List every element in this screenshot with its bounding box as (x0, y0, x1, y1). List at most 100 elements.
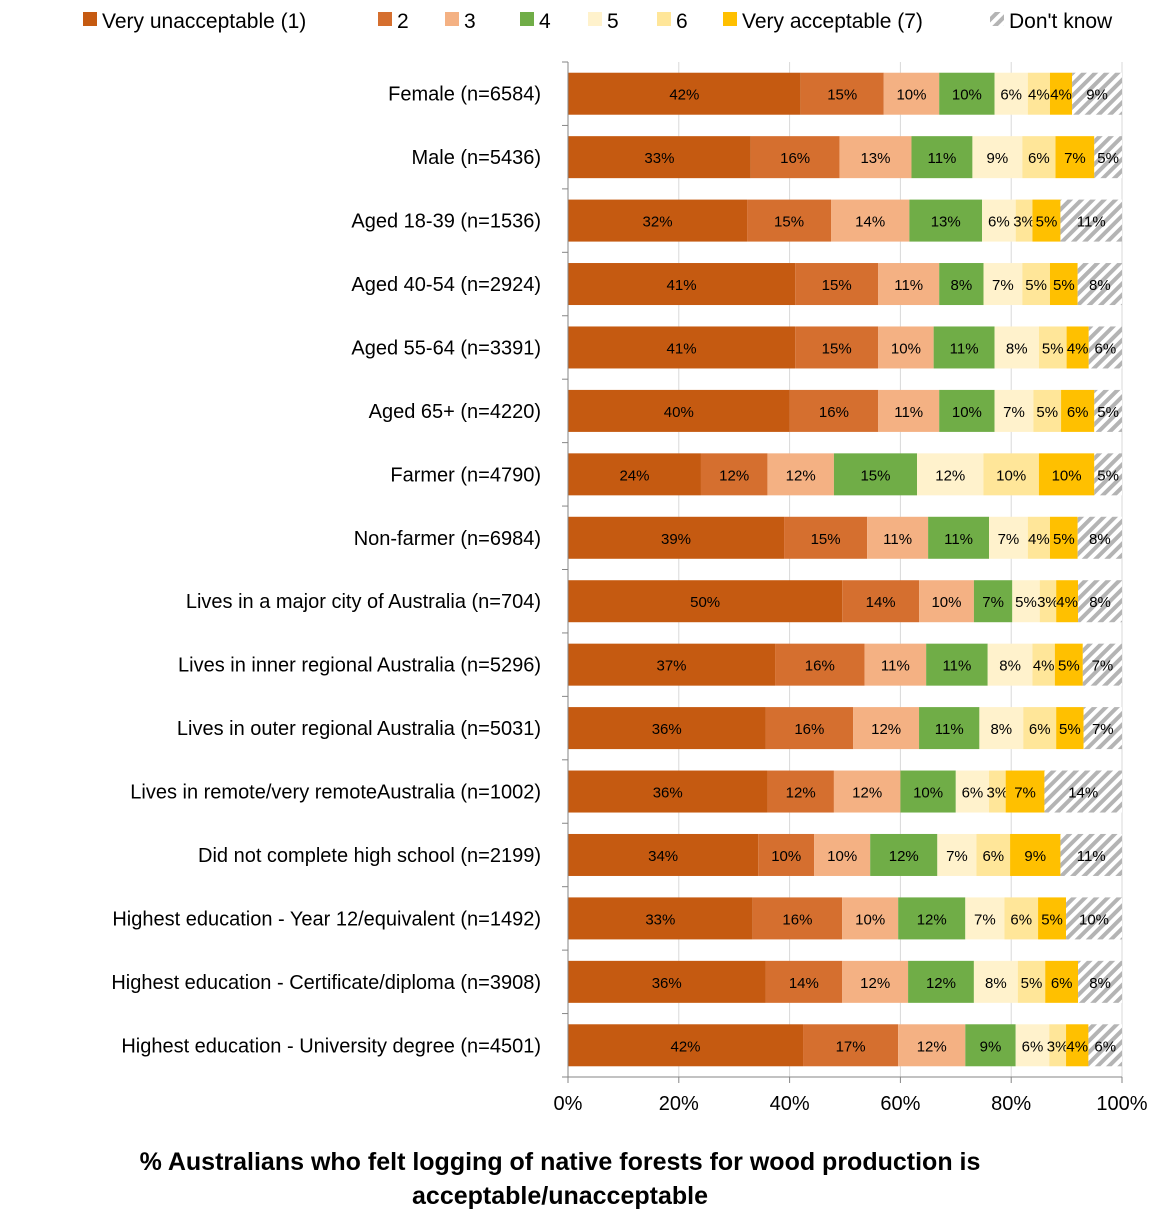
bar-segment (1005, 770, 1045, 813)
data-label: 11% (1077, 848, 1106, 865)
data-label: 8% (1089, 975, 1111, 992)
legend: Very unacceptable (1) 2 3 4 5 6 Very acceptabl… (83, 10, 1113, 33)
data-label: 11% (894, 404, 923, 421)
data-label: 16% (794, 721, 824, 738)
data-label: 7% (982, 594, 1004, 611)
data-label: 10% (952, 404, 982, 421)
bar-segment (955, 770, 990, 813)
data-label: 5% (1036, 404, 1058, 421)
bar-segment (939, 389, 995, 432)
data-label: 15% (822, 277, 852, 294)
data-label: 11% (927, 150, 956, 167)
data-label: 14% (1068, 785, 1098, 802)
bar-segment (919, 707, 980, 750)
bar-segment (839, 136, 912, 179)
category-label: Aged 55-64 (n=3391) (351, 337, 541, 359)
bar-segment (700, 453, 768, 496)
data-label: 7% (1064, 150, 1086, 167)
data-label: 12% (917, 1038, 947, 1055)
bar-segment (789, 389, 879, 432)
bar-segment (1060, 833, 1122, 876)
bar-segment (568, 580, 843, 623)
data-label: 36% (652, 975, 682, 992)
data-label: 8% (1006, 340, 1028, 357)
bar-segment (982, 199, 1016, 242)
bar-segment (1012, 580, 1040, 623)
data-label: 10% (1079, 911, 1109, 928)
bar-segment (878, 326, 934, 369)
bar-segment (1038, 326, 1067, 369)
data-label: 11% (950, 340, 979, 357)
category-label: Lives in inner regional Australia (n=529… (178, 655, 541, 677)
data-label: 8% (950, 277, 972, 294)
bar-segment (933, 326, 995, 369)
bar-segment (983, 263, 1023, 306)
bar-segment (1049, 72, 1073, 115)
data-label: 50% (690, 594, 720, 611)
bar-segment (758, 833, 815, 876)
data-label: 16% (780, 150, 810, 167)
data-label: 16% (805, 658, 835, 675)
bar-segment (1032, 199, 1061, 242)
data-label: 8% (999, 658, 1021, 675)
data-label: 17% (836, 1038, 866, 1055)
bar-segment (1082, 643, 1122, 686)
bar-segment (1077, 263, 1122, 306)
data-label: 12% (935, 467, 965, 484)
data-label: 12% (917, 911, 947, 928)
data-label: 24% (619, 467, 649, 484)
legend-label: Don't know (1009, 10, 1113, 33)
bar-segment (1027, 72, 1050, 115)
bar-segment (864, 643, 927, 686)
bar-segment (928, 516, 990, 559)
x-tick-label: 40% (770, 1093, 810, 1115)
data-label: 8% (985, 975, 1007, 992)
data-label: 5% (1036, 214, 1058, 231)
data-label: 12% (786, 785, 816, 802)
data-label: 14% (855, 214, 885, 231)
bar-segment (883, 72, 940, 115)
legend-swatch (588, 12, 602, 26)
data-label: 10% (952, 87, 982, 104)
legend-swatch (445, 12, 459, 26)
x-tick-label: 100% (1096, 1093, 1147, 1115)
bar-segment (1023, 707, 1057, 750)
category-label: Aged 18-39 (n=1536) (351, 211, 541, 233)
category-label: Highest education - Year 12/equivalent (… (112, 908, 541, 930)
data-label: 11% (944, 531, 973, 548)
legend-swatch (520, 12, 534, 26)
data-label: 6% (1029, 721, 1051, 738)
bar-segment (878, 263, 940, 306)
bar-segment (803, 1024, 899, 1067)
bar-segment (1049, 1024, 1067, 1067)
bar-segment (1054, 643, 1083, 686)
bar-segment (1088, 326, 1122, 369)
category-label: Highest education - University degree (n… (121, 1035, 541, 1057)
data-label: 10% (913, 785, 943, 802)
bar-segment (795, 326, 879, 369)
data-label: 32% (643, 214, 673, 231)
bar-segment (842, 897, 899, 940)
data-label: 12% (860, 975, 890, 992)
data-label: 10% (896, 87, 926, 104)
data-label: 5% (1041, 911, 1063, 928)
data-label: 4% (1067, 340, 1089, 357)
bar-segment (898, 897, 966, 940)
bar-segment (965, 1024, 1016, 1067)
bar-segment (911, 136, 973, 179)
data-label: 40% (664, 404, 694, 421)
data-label: 6% (988, 214, 1010, 231)
bar-segment (1039, 580, 1057, 623)
bar-segment (568, 643, 776, 686)
data-label: 3% (1013, 214, 1035, 231)
bar-segment (800, 72, 884, 115)
bar-segment (1066, 326, 1089, 369)
bar-segment (1015, 1024, 1050, 1067)
bar-segment (1094, 453, 1122, 496)
bar-segment (568, 960, 766, 1003)
bar-segment (926, 643, 988, 686)
data-label: 16% (819, 404, 849, 421)
bar-segment (994, 389, 1034, 432)
x-tick-label: 80% (991, 1093, 1031, 1115)
